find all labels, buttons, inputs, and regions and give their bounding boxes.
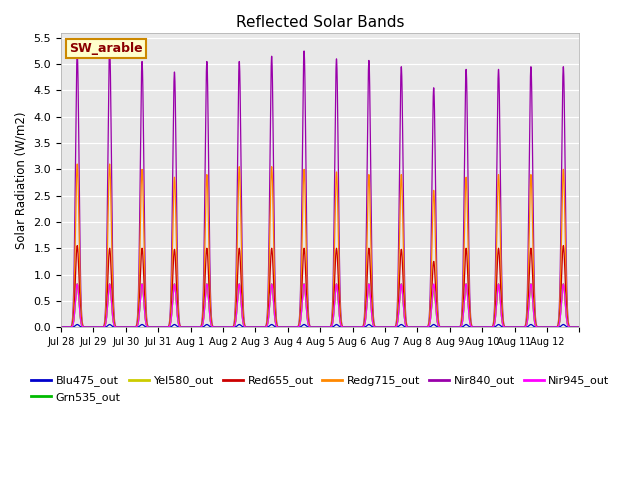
Grn535_out bbox=[465, 314, 473, 320]
Yel580_out bbox=[432, 309, 440, 314]
Blu475_out bbox=[387, 324, 394, 330]
Red655_out bbox=[57, 324, 65, 330]
Redg715_out bbox=[497, 232, 504, 238]
Red655_out bbox=[163, 324, 171, 330]
Blu475_out bbox=[575, 324, 583, 330]
Blu475_out bbox=[74, 322, 81, 327]
Blu475_out bbox=[57, 324, 65, 330]
Yel580_out bbox=[74, 281, 81, 287]
Yel580_out bbox=[465, 314, 473, 320]
Blu475_out bbox=[163, 324, 171, 330]
Line: Nir840_out: Nir840_out bbox=[61, 48, 579, 327]
Grn535_out bbox=[575, 324, 583, 330]
Legend: Blu475_out, Grn535_out, Yel580_out, Red655_out, Redg715_out, Nir840_out, Nir945_: Blu475_out, Grn535_out, Yel580_out, Red6… bbox=[27, 371, 614, 407]
Nir840_out bbox=[163, 324, 171, 330]
Nir840_out bbox=[432, 230, 440, 236]
Red655_out bbox=[387, 324, 394, 330]
Title: Reflected Solar Bands: Reflected Solar Bands bbox=[236, 15, 404, 30]
Redg715_out bbox=[432, 270, 440, 276]
Redg715_out bbox=[570, 324, 577, 330]
Redg715_out bbox=[465, 290, 473, 296]
Nir945_out bbox=[74, 281, 81, 287]
Yel580_out bbox=[497, 298, 504, 304]
Red655_out bbox=[575, 324, 583, 330]
Nir840_out bbox=[106, 46, 113, 51]
Nir840_out bbox=[387, 324, 394, 330]
Grn535_out bbox=[74, 281, 81, 287]
Grn535_out bbox=[163, 324, 171, 330]
Red655_out bbox=[497, 276, 504, 282]
Blu475_out bbox=[432, 323, 440, 329]
Line: Blu475_out: Blu475_out bbox=[61, 324, 579, 327]
Grn535_out bbox=[497, 298, 504, 304]
Red655_out bbox=[570, 324, 577, 330]
Line: Nir945_out: Nir945_out bbox=[61, 284, 579, 327]
Line: Redg715_out: Redg715_out bbox=[61, 164, 579, 327]
Grn535_out bbox=[57, 324, 65, 330]
Line: Grn535_out: Grn535_out bbox=[61, 284, 579, 327]
Nir945_out bbox=[432, 307, 440, 313]
Redg715_out bbox=[57, 324, 65, 330]
Nir840_out bbox=[465, 266, 473, 272]
Blu475_out bbox=[497, 323, 504, 328]
Grn535_out bbox=[570, 324, 577, 330]
Nir945_out bbox=[387, 324, 394, 330]
Text: SW_arable: SW_arable bbox=[69, 42, 143, 55]
Redg715_out bbox=[387, 324, 394, 330]
Nir840_out bbox=[570, 324, 577, 330]
Nir945_out bbox=[57, 324, 65, 330]
Blu475_out bbox=[465, 324, 473, 329]
Yel580_out bbox=[570, 324, 577, 330]
Nir840_out bbox=[575, 324, 583, 330]
Line: Yel580_out: Yel580_out bbox=[61, 284, 579, 327]
Red655_out bbox=[74, 243, 81, 249]
Nir945_out bbox=[465, 314, 473, 320]
Grn535_out bbox=[387, 324, 394, 330]
Redg715_out bbox=[163, 324, 171, 330]
Line: Red655_out: Red655_out bbox=[61, 246, 579, 327]
Redg715_out bbox=[74, 161, 81, 167]
Redg715_out bbox=[575, 324, 583, 330]
Nir840_out bbox=[497, 168, 504, 174]
Yel580_out bbox=[387, 324, 394, 330]
Nir945_out bbox=[497, 298, 504, 304]
Yel580_out bbox=[163, 324, 171, 330]
Y-axis label: Solar Radiation (W/m2): Solar Radiation (W/m2) bbox=[15, 111, 28, 249]
Yel580_out bbox=[575, 324, 583, 330]
Red655_out bbox=[432, 298, 440, 304]
Nir840_out bbox=[57, 324, 65, 330]
Yel580_out bbox=[57, 324, 65, 330]
Blu475_out bbox=[570, 324, 577, 330]
Nir945_out bbox=[575, 324, 583, 330]
Grn535_out bbox=[432, 309, 440, 314]
Nir945_out bbox=[570, 324, 577, 330]
Red655_out bbox=[465, 307, 473, 312]
Nir945_out bbox=[163, 324, 171, 330]
